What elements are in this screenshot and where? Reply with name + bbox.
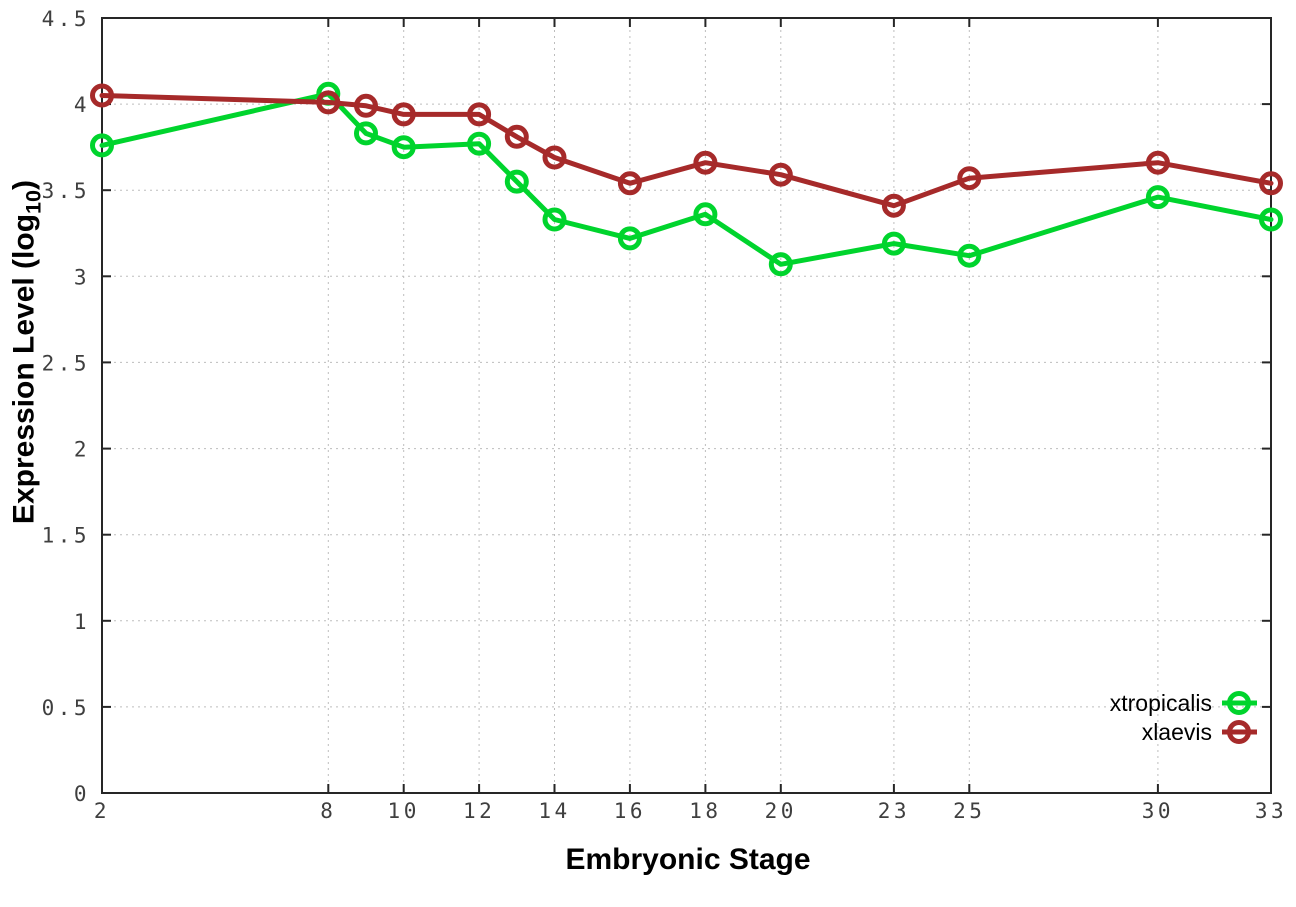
legend-label: xlaevis [1142,719,1212,745]
x-tick-label: 18 [689,799,721,823]
data-point [957,243,982,268]
x-tick-label: 10 [388,799,420,823]
y-tick-label: 0.5 [42,696,90,720]
y-axis-label-subscript: 10 [20,189,46,214]
x-tick-label: 30 [1142,799,1174,823]
data-point [881,231,906,256]
data-point [1145,150,1170,175]
data-point [542,207,567,232]
data-point [768,252,793,277]
legend-entry-xtropicalis: xtropicalis [1110,690,1257,716]
data-point [1145,185,1170,210]
data-point [354,93,378,118]
data-point [542,145,567,170]
legend: xtropicalis xlaevis [1110,690,1257,745]
x-tick-label: 8 [320,799,336,823]
gridlines [101,17,1272,794]
plot-border [101,17,1272,794]
x-tick-label: 23 [878,799,910,823]
y-tick-label: 4 [74,93,90,117]
data-point [881,193,906,218]
y-tick-label: 0 [74,782,90,806]
y-axis-label: Expression Level (log10) [8,180,47,524]
legend-entry-xlaevis: xlaevis [1142,719,1257,745]
x-tick-label: 14 [538,799,570,823]
data-point [354,121,378,146]
x-axis-label: Embryonic Stage [565,843,811,876]
series-line [99,93,1274,209]
series-line [99,91,1274,267]
legend-marker-icon [1227,691,1251,715]
y-axis-label-suffix: ) [7,179,41,190]
y-tick-label: 1.5 [42,524,90,548]
legend-label: xtropicalis [1110,690,1212,716]
data-point [1259,171,1283,196]
x-tick-label: 20 [765,799,797,823]
y-axis-label-text: Expression Level (log [7,213,41,525]
data-point [504,169,529,194]
x-tick-label: 25 [953,799,985,823]
y-tick-label: 3.5 [42,179,90,203]
data-point [316,90,341,115]
legend-marker-icon [1227,720,1251,744]
data-point [617,226,642,251]
x-tick-label: 33 [1255,799,1287,823]
y-tick-label: 2.5 [42,351,90,375]
data-point [504,124,529,149]
y-tick-label: 1 [74,610,90,634]
axis-ticks [101,17,1272,794]
y-tick-labels: 0 0.5 1 1.5 2 2.5 3 3.5 4 4.5 [42,7,90,806]
x-tick-label: 12 [463,799,495,823]
y-tick-label: 4.5 [42,7,90,31]
data-point [1259,207,1283,232]
data-point [467,102,492,127]
x-tick-labels: 2 8 10 12 14 16 18 20 23 25 30 33 [94,799,1287,823]
data-point [768,162,793,187]
series-xtropicalis [90,81,1283,277]
data-point [391,102,416,127]
data-point [90,83,114,108]
series-xlaevis [90,83,1283,218]
x-tick-label: 16 [614,799,646,823]
data-point [693,150,718,175]
data-point [957,166,982,191]
y-tick-label: 3 [74,265,90,289]
data-point [693,202,718,227]
data-point [617,171,642,196]
data-point [467,131,492,156]
data-point [90,133,114,158]
data-point [391,135,416,160]
y-tick-label: 2 [74,438,90,462]
x-tick-label: 2 [94,799,110,823]
